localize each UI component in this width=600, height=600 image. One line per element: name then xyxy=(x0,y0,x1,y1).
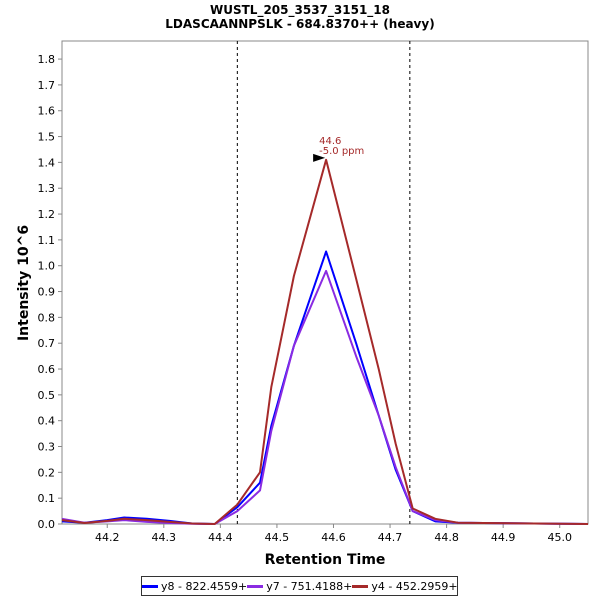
legend-label-y7: y7 - 751.4188+ xyxy=(266,579,353,593)
y-tick-label: 0.2 xyxy=(38,466,56,479)
legend-item-y4: y4 - 452.2959+ xyxy=(352,579,458,593)
chart-subtitle: LDASCAANNPSLK - 684.8370++ (heavy) xyxy=(165,17,434,31)
peak-boundaries xyxy=(236,41,411,524)
peak-marker-icon xyxy=(313,153,326,162)
legend-item-y8: y8 - 822.4559+ xyxy=(142,580,247,593)
peak-annotation: 44.6 -5.0 ppm xyxy=(313,136,364,162)
plot-frame xyxy=(61,40,589,525)
legend-swatch-y4 xyxy=(352,584,369,588)
y-tick-label: 1.0 xyxy=(38,260,56,273)
peak-annotation-rt: 44.6 xyxy=(319,136,341,147)
series-line-y4 xyxy=(61,158,589,525)
y-tick-label: 1.8 xyxy=(38,53,56,66)
x-tick-label: 44.8 xyxy=(434,531,459,544)
chart-title: WUSTL_205_3537_3151_18 xyxy=(210,3,390,18)
y-tick-label: 0.0 xyxy=(38,518,56,531)
y-tick-label: 0.3 xyxy=(38,441,56,454)
x-axis-label: Retention Time xyxy=(265,552,386,568)
y-tick-label: 0.5 xyxy=(38,389,56,402)
x-tick-label: 44.3 xyxy=(152,531,177,544)
legend-swatch-y8 xyxy=(142,584,158,588)
y-tick-label: 1.3 xyxy=(38,182,56,195)
y-tick-label: 1.1 xyxy=(38,234,56,247)
legend-label-y4: y4 - 452.2959+ xyxy=(371,579,458,593)
legend-swatch-y7 xyxy=(247,584,264,588)
y-tick-label: 1.2 xyxy=(38,208,56,221)
y-tick-label: 0.1 xyxy=(38,492,56,505)
y-tick-label: 0.9 xyxy=(38,286,56,299)
x-tick-label: 44.6 xyxy=(321,531,346,544)
y-axis: 0.0 0.1 0.2 0.3 0.4 0.5 0.6 0.7 0.8 0.9 1.0 1.1 1.2 1… xyxy=(38,53,62,531)
y-tick-label: 1.5 xyxy=(38,131,56,144)
x-tick-label: 44.9 xyxy=(491,531,516,544)
x-tick-label: 44.4 xyxy=(208,531,233,544)
series-line-y7 xyxy=(61,269,589,525)
peak-annotation-ppm: -5.0 ppm xyxy=(319,146,364,157)
y-axis-label: Intensity 10^6 xyxy=(16,225,32,341)
x-tick-label: 44.5 xyxy=(265,531,290,544)
x-tick-label: 44.2 xyxy=(95,531,120,544)
legend-label-y8: y8 - 822.4559+ xyxy=(161,579,248,593)
y-tick-label: 1.7 xyxy=(38,79,56,92)
series-lines xyxy=(61,158,589,525)
y-tick-label: 0.6 xyxy=(38,363,56,376)
y-tick-label: 0.4 xyxy=(38,415,56,428)
y-tick-label: 1.6 xyxy=(38,105,56,118)
x-tick-label: 44.7 xyxy=(378,531,403,544)
legend-item-y7: y7 - 751.4188+ xyxy=(247,580,352,593)
legend: y8 - 822.4559+ y7 - 751.4188+ y4 - 452.2… xyxy=(141,576,458,596)
y-tick-label: 1.4 xyxy=(38,156,56,169)
y-tick-label: 0.8 xyxy=(38,311,56,324)
x-tick-label: 45.0 xyxy=(547,531,572,544)
y-tick-label: 0.7 xyxy=(38,337,56,350)
x-axis: 44.2 44.3 44.4 44.5 44.6 44.7 44.8 44.9 45.0 xyxy=(95,524,572,544)
